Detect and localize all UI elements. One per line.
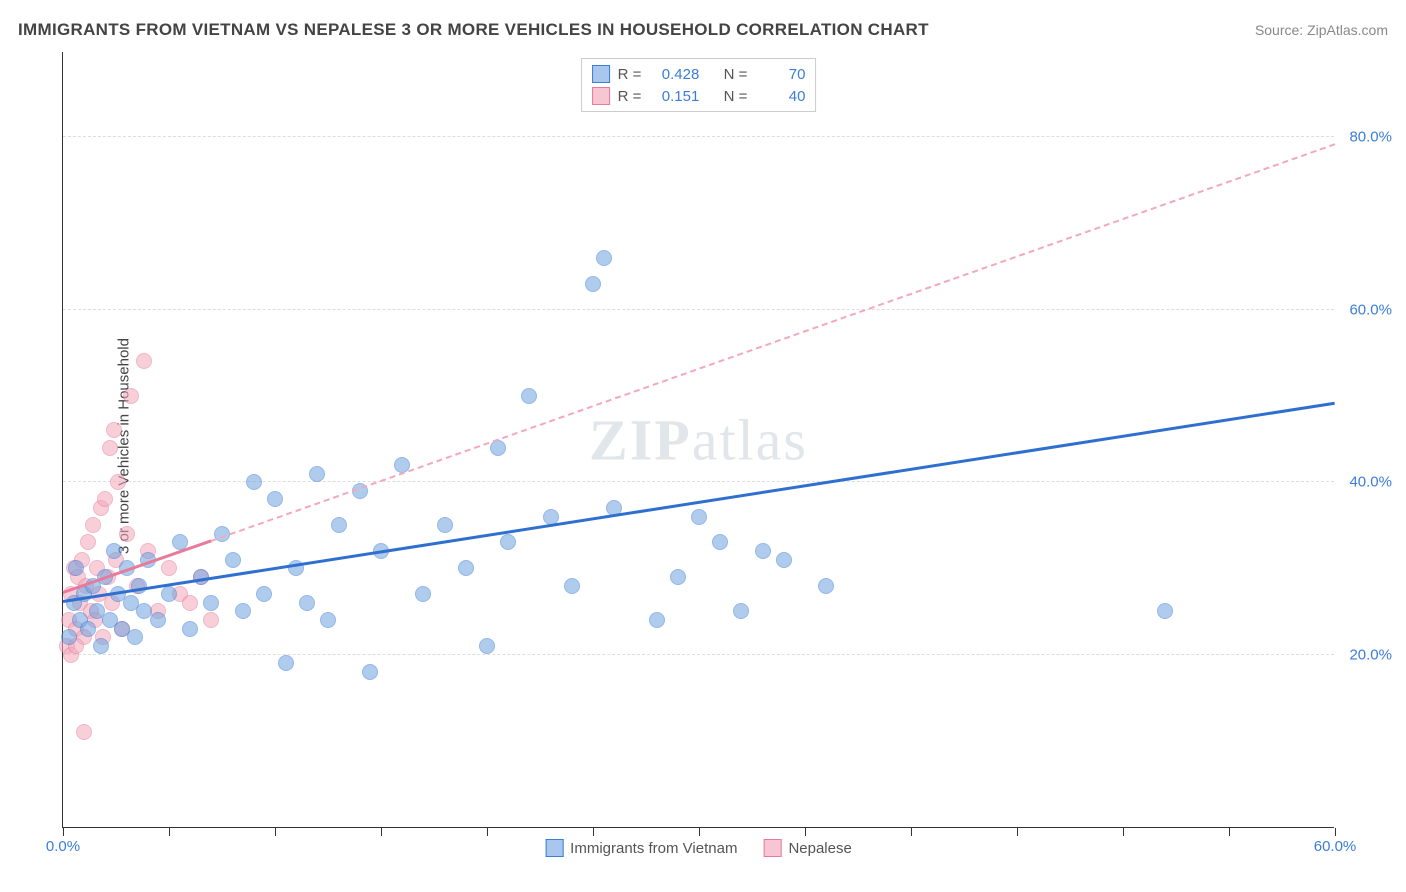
- trend-line: [211, 144, 1335, 543]
- data-point: [691, 509, 707, 525]
- data-point: [415, 586, 431, 602]
- data-point: [182, 621, 198, 637]
- data-point: [670, 569, 686, 585]
- data-point: [564, 578, 580, 594]
- data-point: [712, 534, 728, 550]
- data-point: [203, 612, 219, 628]
- data-point: [97, 491, 113, 507]
- data-point: [106, 543, 122, 559]
- legend-swatch-series-1: [592, 87, 610, 105]
- data-point: [161, 560, 177, 576]
- x-tick: [1229, 828, 1230, 836]
- data-point: [776, 552, 792, 568]
- data-point: [80, 621, 96, 637]
- correlation-chart: IMMIGRANTS FROM VIETNAM VS NEPALESE 3 OR…: [0, 0, 1406, 892]
- data-point: [136, 353, 152, 369]
- data-point: [733, 603, 749, 619]
- data-point: [119, 526, 135, 542]
- x-tick: [911, 828, 912, 836]
- data-point: [203, 595, 219, 611]
- data-point: [256, 586, 272, 602]
- x-tick: [275, 828, 276, 836]
- data-point: [755, 543, 771, 559]
- data-point: [102, 440, 118, 456]
- y-tick-label: 80.0%: [1349, 129, 1392, 146]
- legend-item-1: Nepalese: [763, 839, 851, 857]
- legend-row-series-0: R = 0.428 N = 70: [592, 63, 806, 85]
- data-point: [93, 638, 109, 654]
- data-point: [278, 655, 294, 671]
- data-point: [76, 724, 92, 740]
- x-tick: [169, 828, 170, 836]
- legend-swatch-0: [545, 839, 563, 857]
- data-point: [235, 603, 251, 619]
- legend-swatch-1: [763, 839, 781, 857]
- x-tick: [593, 828, 594, 836]
- x-tick: [487, 828, 488, 836]
- y-tick-label: 40.0%: [1349, 474, 1392, 491]
- data-point: [68, 560, 84, 576]
- x-tick: [699, 828, 700, 836]
- data-point: [110, 474, 126, 490]
- x-tick: [1123, 828, 1124, 836]
- data-point: [161, 586, 177, 602]
- data-point: [61, 629, 77, 645]
- x-tick: [63, 828, 64, 836]
- gridline: [63, 309, 1334, 310]
- data-point: [521, 388, 537, 404]
- data-point: [818, 578, 834, 594]
- data-point: [299, 595, 315, 611]
- data-point: [80, 534, 96, 550]
- gridline: [63, 654, 1334, 655]
- data-point: [182, 595, 198, 611]
- data-point: [85, 517, 101, 533]
- y-tick-label: 60.0%: [1349, 301, 1392, 318]
- data-point: [331, 517, 347, 533]
- trend-line: [63, 402, 1335, 603]
- data-point: [500, 534, 516, 550]
- x-tick: [1017, 828, 1018, 836]
- data-point: [1157, 603, 1173, 619]
- data-point: [246, 474, 262, 490]
- data-point: [225, 552, 241, 568]
- x-tick-label: 0.0%: [46, 838, 80, 855]
- plot-area: ZIPatlas R = 0.428 N = 70 R = 0.151 N = …: [62, 52, 1334, 828]
- x-tick-label: 60.0%: [1314, 838, 1357, 855]
- data-point: [106, 422, 122, 438]
- legend-item-0: Immigrants from Vietnam: [545, 839, 737, 857]
- data-point: [267, 491, 283, 507]
- correlation-legend: R = 0.428 N = 70 R = 0.151 N = 40: [581, 58, 817, 112]
- data-point: [437, 517, 453, 533]
- watermark: ZIPatlas: [589, 406, 808, 473]
- x-tick: [1335, 828, 1336, 836]
- data-point: [136, 603, 152, 619]
- source-attribution: Source: ZipAtlas.com: [1255, 22, 1388, 38]
- data-point: [649, 612, 665, 628]
- data-point: [127, 629, 143, 645]
- data-point: [585, 276, 601, 292]
- data-point: [596, 250, 612, 266]
- source-link[interactable]: ZipAtlas.com: [1307, 22, 1388, 38]
- data-point: [479, 638, 495, 654]
- series-legend: Immigrants from Vietnam Nepalese: [533, 839, 864, 857]
- data-point: [123, 388, 139, 404]
- data-point: [458, 560, 474, 576]
- data-point: [150, 612, 166, 628]
- data-point: [320, 612, 336, 628]
- x-tick: [381, 828, 382, 836]
- y-tick-label: 20.0%: [1349, 646, 1392, 663]
- legend-swatch-series-0: [592, 65, 610, 83]
- legend-row-series-1: R = 0.151 N = 40: [592, 85, 806, 107]
- gridline: [63, 136, 1334, 137]
- data-point: [309, 466, 325, 482]
- x-tick: [805, 828, 806, 836]
- chart-title: IMMIGRANTS FROM VIETNAM VS NEPALESE 3 OR…: [18, 20, 929, 40]
- data-point: [362, 664, 378, 680]
